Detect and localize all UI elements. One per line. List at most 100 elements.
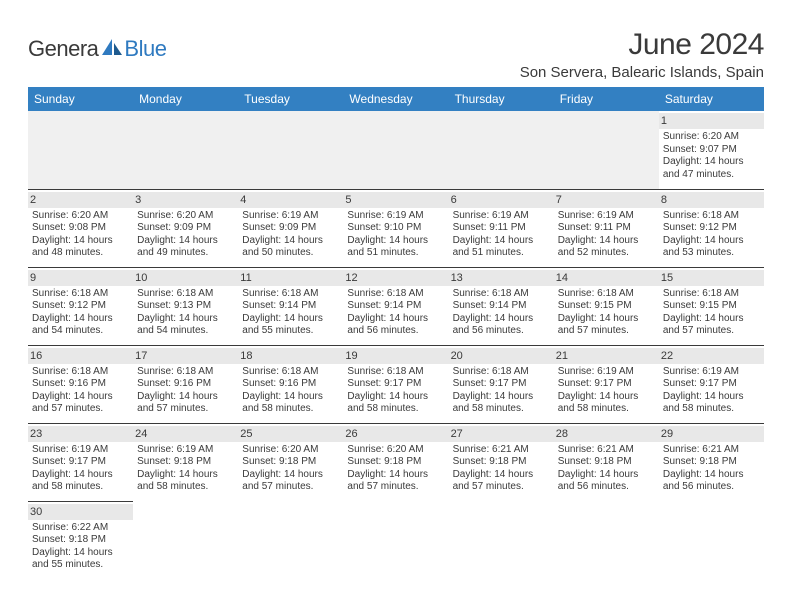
calendar-day-cell: 10 Sunrise: 6:18 AMSunset: 9:13 PMDayligh… bbox=[133, 267, 238, 345]
day-details: Sunrise: 6:19 AMSunset: 9:17 PMDaylight:… bbox=[558, 366, 655, 416]
calendar-day-cell: 5 Sunrise: 6:19 AMSunset: 9:10 PMDaylight… bbox=[343, 189, 448, 267]
logo-text-2: Blue bbox=[124, 36, 166, 62]
calendar-day-cell bbox=[343, 501, 448, 579]
calendar-day-cell: 4Sunrise: 6:19 AMSunset: 9:09 PMDaylight… bbox=[238, 189, 343, 267]
day-details: Sunrise: 6:19 AMSunset: 9:18 PMDaylight:… bbox=[137, 444, 234, 494]
day-number: 23 bbox=[28, 426, 133, 442]
day-number: 11 bbox=[238, 270, 343, 286]
day-number: 8 bbox=[659, 192, 764, 208]
calendar-day-cell bbox=[554, 501, 659, 579]
calendar-week-row: 1 Sunrise: 6:20 AMSunset: 9:07 PMDaylight… bbox=[28, 111, 764, 189]
calendar-day-cell bbox=[343, 111, 448, 189]
day-number: 19 bbox=[343, 348, 448, 364]
calendar-day-cell: 1 Sunrise: 6:20 AMSunset: 9:07 PMDaylight… bbox=[659, 111, 764, 189]
calendar-day-cell: 24Sunrise: 6:19 AMSunset: 9:18 PMDayligh… bbox=[133, 423, 238, 501]
day-number: 9 bbox=[28, 270, 133, 286]
day-details: Sunrise: 6:21 AMSunset: 9:18 PMDaylight:… bbox=[558, 444, 655, 494]
weekday-header: Wednesday bbox=[343, 87, 448, 111]
day-details: Sunrise: 6:20 AMSunset: 9:08 PMDaylight:… bbox=[32, 210, 129, 260]
logo-sail-icon bbox=[100, 37, 126, 62]
calendar-day-cell bbox=[238, 501, 343, 579]
calendar-week-row: 2Sunrise: 6:20 AMSunset: 9:08 PMDaylight… bbox=[28, 189, 764, 267]
day-details: Sunrise: 6:18 AMSunset: 9:16 PMDaylight:… bbox=[32, 366, 129, 416]
calendar-day-cell: 8 Sunrise: 6:18 AMSunset: 9:12 PMDaylight… bbox=[659, 189, 764, 267]
calendar-page: Genera Blue June 2024 Son Servera, Balea… bbox=[0, 0, 792, 579]
calendar-day-cell: 18 Sunrise: 6:18 AMSunset: 9:16 PMDayligh… bbox=[238, 345, 343, 423]
day-number: 4 bbox=[238, 192, 343, 208]
day-details: Sunrise: 6:21 AMSunset: 9:18 PMDaylight:… bbox=[663, 444, 760, 494]
day-number: 21 bbox=[554, 348, 659, 364]
day-number: 17 bbox=[133, 348, 238, 364]
day-number: 18 bbox=[238, 348, 343, 364]
location: Son Servera, Balearic Islands, Spain bbox=[520, 64, 764, 81]
day-number: 13 bbox=[449, 270, 554, 286]
calendar-day-cell bbox=[449, 111, 554, 189]
day-details: Sunrise: 6:19 AMSunset: 9:11 PMDaylight:… bbox=[558, 210, 655, 260]
calendar-day-cell: 27Sunrise: 6:21 AMSunset: 9:18 PMDayligh… bbox=[449, 423, 554, 501]
calendar-day-cell: 21 Sunrise: 6:19 AMSunset: 9:17 PMDayligh… bbox=[554, 345, 659, 423]
day-number: 20 bbox=[449, 348, 554, 364]
day-details: Sunrise: 6:18 AMSunset: 9:13 PMDaylight:… bbox=[137, 288, 234, 338]
day-number: 7 bbox=[554, 192, 659, 208]
calendar-body: 1 Sunrise: 6:20 AMSunset: 9:07 PMDaylight… bbox=[28, 111, 764, 579]
day-details: Sunrise: 6:18 AMSunset: 9:17 PMDaylight:… bbox=[453, 366, 550, 416]
day-number: 15 bbox=[659, 270, 764, 286]
calendar-day-cell: 3 Sunrise: 6:20 AMSunset: 9:09 PMDaylight… bbox=[133, 189, 238, 267]
day-details: Sunrise: 6:18 AMSunset: 9:15 PMDaylight:… bbox=[558, 288, 655, 338]
weekday-header: Saturday bbox=[659, 87, 764, 111]
day-number: 1 bbox=[659, 113, 764, 129]
day-number: 25 bbox=[238, 426, 343, 442]
logo-text-1: Genera bbox=[28, 36, 98, 62]
calendar-day-cell: 6Sunrise: 6:19 AMSunset: 9:11 PMDaylight… bbox=[449, 189, 554, 267]
calendar-day-cell: 28 Sunrise: 6:21 AMSunset: 9:18 PMDayligh… bbox=[554, 423, 659, 501]
day-details: Sunrise: 6:18 AMSunset: 9:17 PMDaylight:… bbox=[347, 366, 444, 416]
weekday-header: Monday bbox=[133, 87, 238, 111]
day-details: Sunrise: 6:22 AMSunset: 9:18 PMDaylight:… bbox=[32, 522, 129, 572]
calendar-day-cell: 23 Sunrise: 6:19 AMSunset: 9:17 PMDayligh… bbox=[28, 423, 133, 501]
calendar-day-cell: 16 Sunrise: 6:18 AMSunset: 9:16 PMDayligh… bbox=[28, 345, 133, 423]
day-number: 26 bbox=[343, 426, 448, 442]
day-details: Sunrise: 6:19 AMSunset: 9:11 PMDaylight:… bbox=[453, 210, 550, 260]
day-details: Sunrise: 6:20 AMSunset: 9:07 PMDaylight:… bbox=[663, 131, 760, 181]
calendar-day-cell: 22 Sunrise: 6:19 AMSunset: 9:17 PMDayligh… bbox=[659, 345, 764, 423]
calendar-week-row: 16Sunrise: 6:18 AMSunset: 9:16 PMDayligh… bbox=[28, 345, 764, 423]
calendar-day-cell bbox=[238, 111, 343, 189]
day-details: Sunrise: 6:18 AMSunset: 9:15 PMDaylight:… bbox=[663, 288, 760, 338]
day-details: Sunrise: 6:19 AMSunset: 9:10 PMDaylight:… bbox=[347, 210, 444, 260]
day-details: Sunrise: 6:18 AMSunset: 9:14 PMDaylight:… bbox=[242, 288, 339, 338]
day-number: 29 bbox=[659, 426, 764, 442]
day-number: 3 bbox=[133, 192, 238, 208]
day-details: Sunrise: 6:18 AMSunset: 9:16 PMDaylight:… bbox=[242, 366, 339, 416]
weekday-header: Friday bbox=[554, 87, 659, 111]
calendar-day-cell: 30 Sunrise: 6:22 AMSunset: 9:18 PMDayligh… bbox=[28, 501, 133, 579]
day-number: 14 bbox=[554, 270, 659, 286]
day-number: 28 bbox=[554, 426, 659, 442]
day-details: Sunrise: 6:20 AMSunset: 9:09 PMDaylight:… bbox=[137, 210, 234, 260]
calendar-day-cell: 7 Sunrise: 6:19 AMSunset: 9:11 PMDaylight… bbox=[554, 189, 659, 267]
day-number: 10 bbox=[133, 270, 238, 286]
day-details: Sunrise: 6:20 AMSunset: 9:18 PMDaylight:… bbox=[347, 444, 444, 494]
day-details: Sunrise: 6:18 AMSunset: 9:14 PMDaylight:… bbox=[347, 288, 444, 338]
calendar-day-cell: 29 Sunrise: 6:21 AMSunset: 9:18 PMDayligh… bbox=[659, 423, 764, 501]
day-number: 30 bbox=[28, 504, 133, 520]
day-number: 5 bbox=[343, 192, 448, 208]
day-details: Sunrise: 6:18 AMSunset: 9:16 PMDaylight:… bbox=[137, 366, 234, 416]
calendar-day-cell: 9Sunrise: 6:18 AMSunset: 9:12 PMDaylight… bbox=[28, 267, 133, 345]
calendar-day-cell: 19 Sunrise: 6:18 AMSunset: 9:17 PMDayligh… bbox=[343, 345, 448, 423]
day-details: Sunrise: 6:18 AMSunset: 9:12 PMDaylight:… bbox=[663, 210, 760, 260]
day-details: Sunrise: 6:21 AMSunset: 9:18 PMDaylight:… bbox=[453, 444, 550, 494]
day-details: Sunrise: 6:19 AMSunset: 9:17 PMDaylight:… bbox=[663, 366, 760, 416]
day-number: 22 bbox=[659, 348, 764, 364]
day-details: Sunrise: 6:19 AMSunset: 9:17 PMDaylight:… bbox=[32, 444, 129, 494]
day-number: 16 bbox=[28, 348, 133, 364]
calendar-week-row: 23 Sunrise: 6:19 AMSunset: 9:17 PMDayligh… bbox=[28, 423, 764, 501]
calendar-day-cell bbox=[554, 111, 659, 189]
weekday-header: Tuesday bbox=[238, 87, 343, 111]
calendar-day-cell: 25 Sunrise: 6:20 AMSunset: 9:18 PMDayligh… bbox=[238, 423, 343, 501]
calendar-day-cell bbox=[133, 111, 238, 189]
calendar-day-cell: 2Sunrise: 6:20 AMSunset: 9:08 PMDaylight… bbox=[28, 189, 133, 267]
calendar-table: SundayMondayTuesdayWednesdayThursdayFrid… bbox=[28, 87, 764, 579]
calendar-day-cell: 15 Sunrise: 6:18 AMSunset: 9:15 PMDayligh… bbox=[659, 267, 764, 345]
calendar-day-cell bbox=[449, 501, 554, 579]
day-details: Sunrise: 6:20 AMSunset: 9:18 PMDaylight:… bbox=[242, 444, 339, 494]
